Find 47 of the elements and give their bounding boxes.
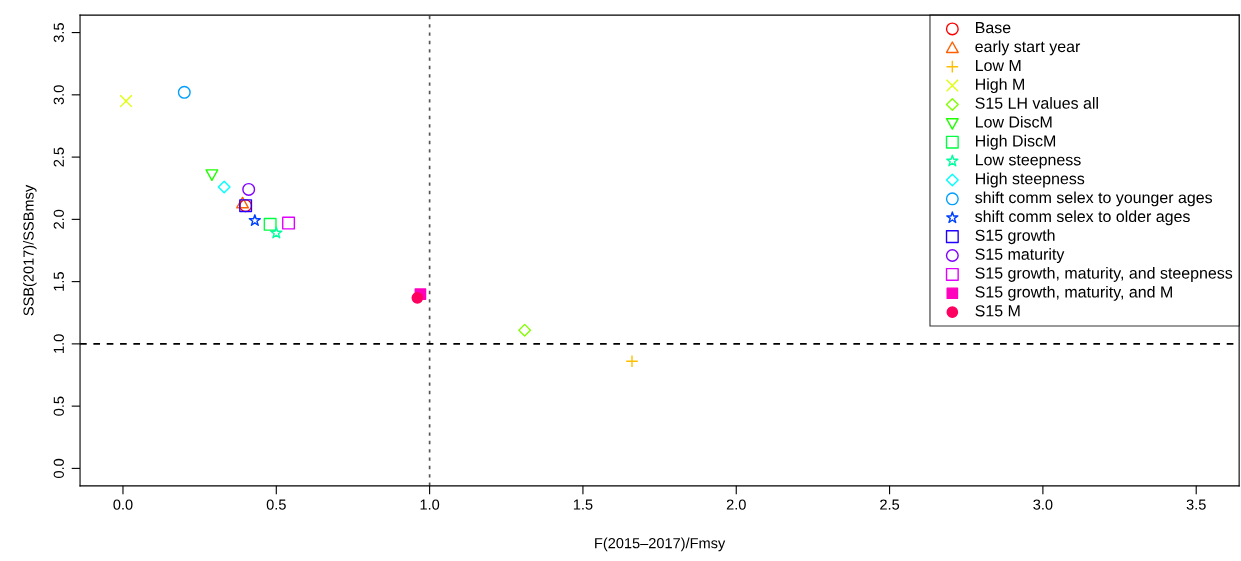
legend-label: S15 M [975, 305, 1020, 317]
x-tick-label: 2.5 [880, 499, 900, 510]
legend-label: Base [976, 22, 1011, 34]
legend-label: Low M [976, 59, 1021, 72]
legend-label: S15 LH values all [975, 97, 1098, 109]
legend-label: Low steepness [976, 154, 1081, 169]
legend-label: S15 growth [975, 229, 1055, 245]
legend-label: S15 growth, maturity, and M [975, 285, 1172, 301]
y-tick-label: 1.0 [53, 334, 64, 353]
x-tick-label: 0.5 [266, 499, 286, 510]
point [411, 291, 424, 304]
x-tick-label: 3.0 [1033, 499, 1053, 510]
legend-label: High steepness [976, 172, 1085, 188]
x-tick-label: 1.5 [573, 499, 593, 510]
legend-label: High M [976, 78, 1024, 94]
y-tick-label: 2.0 [53, 209, 64, 229]
x-axis-title: F(2015–2017)/Fmsy [595, 537, 726, 552]
y-axis-title: SSB(2017)/SSBmsy [22, 184, 37, 316]
x-tick-label: 0.0 [113, 499, 133, 510]
point [177, 85, 191, 99]
legend-label: S15 growth, maturity, and steepness [975, 267, 1233, 282]
y-tick-label: 3.5 [53, 23, 64, 43]
y-tick-label: 3.0 [53, 85, 64, 105]
point [270, 226, 283, 239]
point [119, 94, 133, 108]
point [625, 354, 639, 368]
legend-label: High DiscM [976, 134, 1056, 150]
y-tick-label: 0.5 [53, 396, 64, 416]
x-tick-label: 3.5 [1186, 499, 1206, 510]
point [205, 169, 219, 182]
y-tick-label: 0.0 [53, 458, 64, 478]
point [282, 216, 296, 230]
point [248, 214, 262, 226]
point [263, 217, 277, 231]
y-tick-label: 2.5 [53, 147, 64, 167]
point [236, 196, 250, 209]
point [518, 323, 532, 337]
point [217, 180, 231, 194]
legend-label: S15 maturity [975, 248, 1065, 264]
y-tick-label: 1.5 [53, 272, 64, 291]
legend-label: Low DiscM [976, 115, 1052, 128]
legend-label: shift comm selex to older ages [975, 210, 1190, 226]
legend-label: early start year [975, 40, 1081, 56]
x-tick-label: 2.0 [726, 499, 746, 510]
point [242, 182, 256, 196]
x-tick-label: 1.0 [420, 499, 440, 510]
legend-label: shift comm selex to younger ages [975, 191, 1213, 207]
